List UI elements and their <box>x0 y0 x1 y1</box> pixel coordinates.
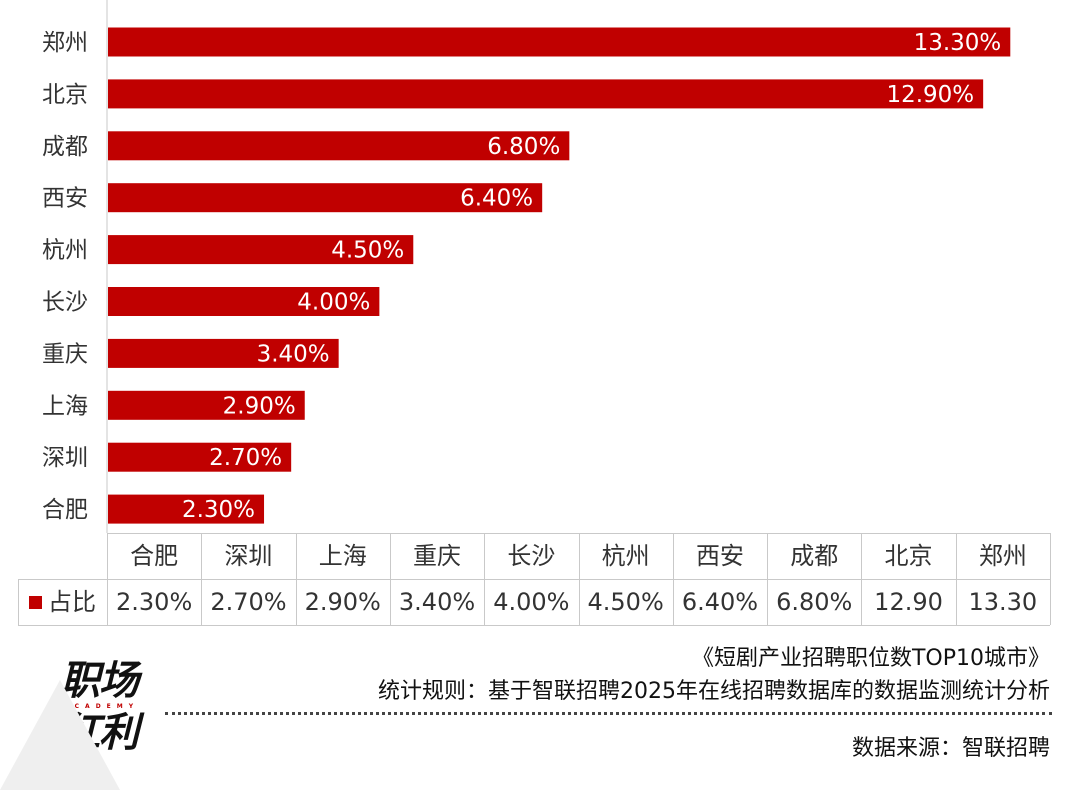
bar <box>108 79 984 109</box>
category-label: 重庆 <box>42 341 88 367</box>
table-header-cell: 成都 <box>790 542 839 570</box>
legend-swatch <box>29 596 42 609</box>
bar-value-label: 12.90% <box>886 82 974 108</box>
table-grid-line <box>955 533 957 625</box>
brand-logo: 职场 ACADEMY 红利 <box>0 660 170 790</box>
category-label: 杭州 <box>42 238 88 264</box>
table-grid-line <box>295 533 297 625</box>
table-header-cell: 深圳 <box>224 542 273 570</box>
table-header-cell: 杭州 <box>601 542 650 570</box>
bar <box>108 235 414 265</box>
table-value-cell: 4.50% <box>587 588 664 616</box>
bar <box>108 131 570 161</box>
bar <box>108 442 292 472</box>
table-grid-line <box>767 533 769 625</box>
table-grid-line <box>18 579 19 625</box>
legend-label: 占比 <box>48 588 96 616</box>
bar-value-label: 2.90% <box>223 393 296 419</box>
bar-value-label: 3.40% <box>257 341 330 367</box>
table-header-cell: 西安 <box>695 542 744 570</box>
table-grid-line <box>107 533 108 625</box>
statistics-rule: 统计规则：基于智联招聘2025年在线招聘数据库的数据监测统计分析 <box>378 679 1050 704</box>
category-label: 郑州 <box>42 30 88 56</box>
category-label: 西安 <box>42 186 88 212</box>
table-grid-line <box>18 625 1050 626</box>
bar-chart: 郑州 13.30% 北京 12.90% 成都 6.80% 西安 6.40% 杭州 4.50% 长沙 4… <box>42 0 1011 533</box>
bar-value-label: 6.40% <box>460 186 533 212</box>
table-value-cell: 12.90 <box>874 588 943 616</box>
bar-value-label: 2.70% <box>209 445 282 471</box>
bar-value-label: 2.30% <box>182 497 255 523</box>
bar-value-label: 6.80% <box>487 134 560 160</box>
table-grid-line <box>18 579 1050 580</box>
category-label: 合肥 <box>42 497 88 523</box>
bar <box>108 390 305 420</box>
logo-background-shape <box>0 680 120 790</box>
table-value-cell: 2.70% <box>210 588 287 616</box>
bar-value-label: 4.50% <box>331 238 404 264</box>
table-value-cell: 2.90% <box>304 588 381 616</box>
category-label: 北京 <box>42 82 88 108</box>
table-grid-line <box>1050 533 1051 625</box>
table-value-cell: 2.30% <box>116 588 193 616</box>
category-label: 成都 <box>42 134 88 160</box>
table-series-label: 占比 <box>18 579 107 625</box>
table-header-cell: 上海 <box>318 542 367 570</box>
bar <box>108 287 380 316</box>
bar <box>108 183 543 213</box>
table-grid-line <box>578 533 580 625</box>
table-value-cell: 6.80% <box>776 588 853 616</box>
table-grid-line <box>484 533 486 625</box>
table-value-cell: 6.40% <box>681 588 759 616</box>
data-source: 数据来源：智联招聘 <box>851 736 1050 761</box>
table-grid-line <box>861 533 863 625</box>
table-value-cell: 3.40% <box>398 588 476 616</box>
table-header-cell: 重庆 <box>413 542 462 570</box>
table-header-cell: 郑州 <box>978 542 1027 570</box>
bar-value-label: 13.30% <box>914 30 1002 56</box>
table-grid-line <box>201 533 203 625</box>
table-header-cell: 合肥 <box>130 542 179 570</box>
category-label: 深圳 <box>42 445 88 471</box>
bar-value-label: 4.00% <box>297 290 370 316</box>
bar <box>108 338 339 368</box>
table-grid-line <box>672 533 674 625</box>
chart-title: 《短剧产业招聘职位数TOP10城市》 <box>691 646 1050 671</box>
table-value-cell: 13.30 <box>968 588 1038 616</box>
category-label: 长沙 <box>42 290 88 316</box>
bar <box>108 27 1011 57</box>
dotted-divider <box>165 712 1052 715</box>
table-grid-line <box>389 533 391 625</box>
table-header-cell: 长沙 <box>507 542 556 570</box>
table-value-cell: 4.00% <box>493 588 570 616</box>
table-header-cell: 北京 <box>884 542 933 570</box>
category-label: 上海 <box>42 393 88 419</box>
bar <box>108 494 265 524</box>
